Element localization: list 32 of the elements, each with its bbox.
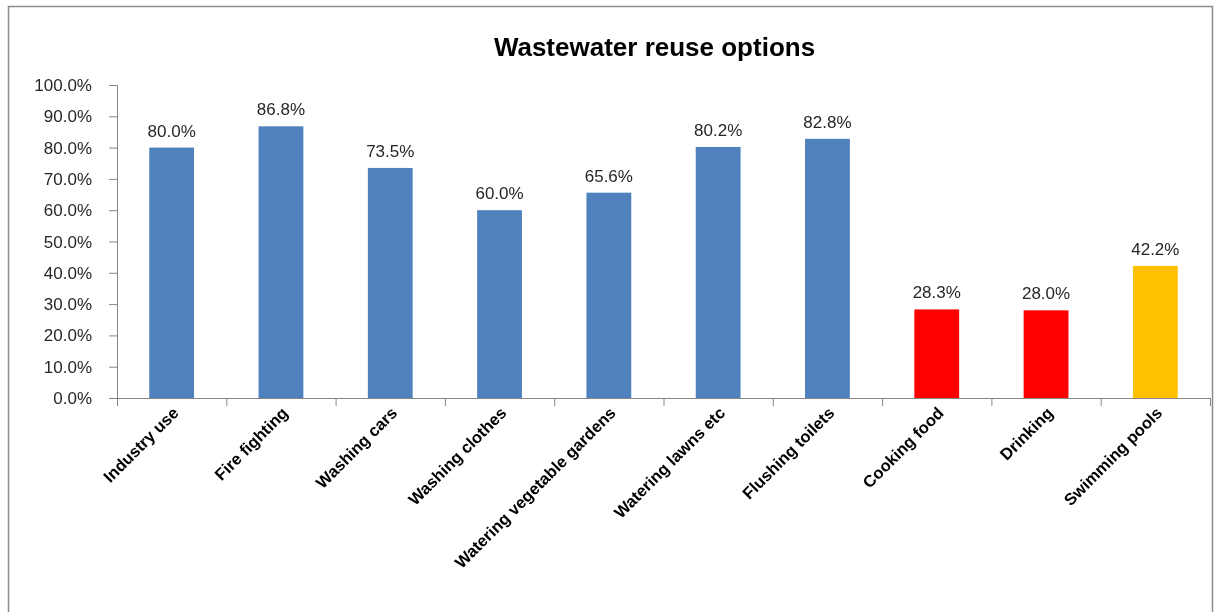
- y-tick-label: 100.0%: [34, 76, 92, 95]
- y-tick-label: 30.0%: [43, 295, 92, 315]
- y-tick-label: 90.0%: [43, 107, 92, 127]
- bar: [805, 138, 850, 398]
- y-tick-label: 40.0%: [43, 263, 92, 283]
- data-label: 28.3%: [912, 283, 961, 303]
- y-tick-label: 10.0%: [43, 357, 92, 377]
- data-label: 86.8%: [256, 100, 306, 120]
- chart-title: Wastewater reuse options: [493, 32, 816, 62]
- bar: [149, 147, 195, 398]
- bar: [367, 167, 413, 398]
- bar: [914, 309, 960, 398]
- data-label: 42.2%: [1131, 239, 1180, 259]
- y-tick-label: 60.0%: [43, 201, 92, 221]
- data-label: 73.5%: [366, 141, 415, 161]
- y-tick-label: 50.0%: [43, 232, 92, 252]
- y-tick-label: 0.0%: [53, 389, 92, 408]
- data-label: 82.8%: [803, 112, 852, 132]
- y-tick-label: 70.0%: [43, 169, 92, 189]
- bar: [1023, 310, 1069, 398]
- data-label: 28.0%: [1021, 284, 1071, 304]
- y-tick-label: 20.0%: [43, 326, 92, 346]
- bar: [695, 146, 741, 398]
- y-tick-label: 80.0%: [43, 138, 92, 158]
- data-label: 80.0%: [147, 121, 196, 141]
- bar: [477, 210, 522, 398]
- bar: [1132, 265, 1178, 398]
- data-label: 60.0%: [475, 184, 524, 204]
- data-label: 80.2%: [694, 120, 743, 140]
- bar: [258, 126, 304, 398]
- bar: [586, 192, 632, 398]
- data-label: 65.6%: [584, 166, 633, 186]
